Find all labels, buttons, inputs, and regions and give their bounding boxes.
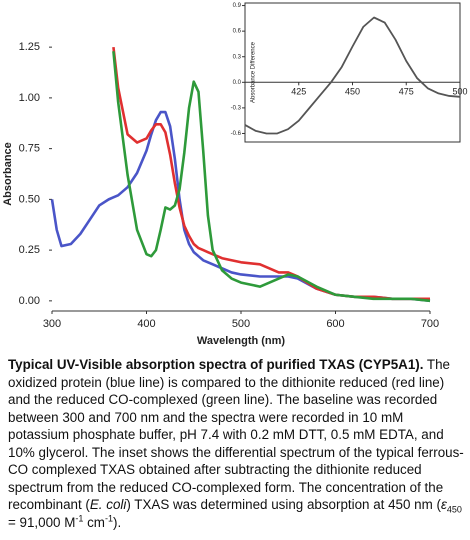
- y-tick-label: 0.00: [19, 295, 40, 307]
- x-tick-label: 700: [421, 318, 439, 330]
- x-tick-label: 600: [326, 318, 344, 330]
- y-tick-label: 0.0: [233, 80, 242, 86]
- y-tick-label: 0.25: [19, 244, 40, 256]
- caption: Typical UV-Visible absorption spectra of…: [8, 356, 464, 531]
- x-tick-label: 500: [232, 318, 250, 330]
- caption-text: The oxidized protein (blue line) is comp…: [8, 357, 464, 512]
- caption-text: -1: [75, 513, 84, 524]
- y-tick-label: 0.3: [233, 54, 242, 60]
- series-line: [112, 51, 431, 303]
- y-tick-label: 0.50: [19, 193, 40, 205]
- main-chart: 0.00 0.25 0.50 0.75 1.00 1.25 300 400 500 600 700 W…: [2, 41, 439, 347]
- x-tick-label: 500: [452, 87, 467, 97]
- x-tick-label: 400: [137, 318, 155, 330]
- caption-text: ε: [440, 497, 447, 512]
- caption-text: Typical UV-Visible absorption spectra of…: [8, 357, 424, 372]
- x-tick-label: 450: [345, 87, 360, 97]
- x-tick-label: 475: [399, 87, 414, 97]
- y-tick-label: 1.00: [19, 92, 40, 104]
- caption-text: ).: [112, 514, 122, 530]
- caption-text: -1: [104, 513, 113, 524]
- y-axis-label: Absorbance Difference: [251, 41, 257, 103]
- caption-text: 450: [446, 504, 462, 515]
- series-line: [244, 16, 461, 135]
- x-axis-label: Wavelength (nm): [197, 335, 286, 347]
- x-tick-label: 425: [291, 87, 306, 97]
- y-tick-label: 0.6: [233, 29, 242, 35]
- x-tick-label: 300: [43, 318, 61, 330]
- inset-frame: [244, 2, 461, 143]
- figure: 0.00 0.25 0.50 0.75 1.00 1.25 300 400 500 600 700 W…: [2, 2, 468, 347]
- y-tick-label: 1.25: [19, 41, 40, 53]
- y-tick-label: -0.6: [231, 131, 242, 137]
- y-tick-label: 0.75: [19, 143, 40, 155]
- caption-text: cm: [83, 514, 105, 530]
- caption-text: E. coli: [89, 497, 127, 512]
- y-tick-label: -0.3: [231, 105, 242, 111]
- y-axis-label: Absorbance: [2, 142, 14, 206]
- caption-text: = 91,000 M: [8, 514, 76, 530]
- caption-text: ) TXAS was determined using absorption a…: [126, 497, 441, 512]
- y-tick-label: 0.9: [233, 3, 242, 9]
- inset-chart: 0.9 0.6 0.3 0.0 -0.3 -0.6 425 450 475 500 Absorban…: [231, 2, 468, 143]
